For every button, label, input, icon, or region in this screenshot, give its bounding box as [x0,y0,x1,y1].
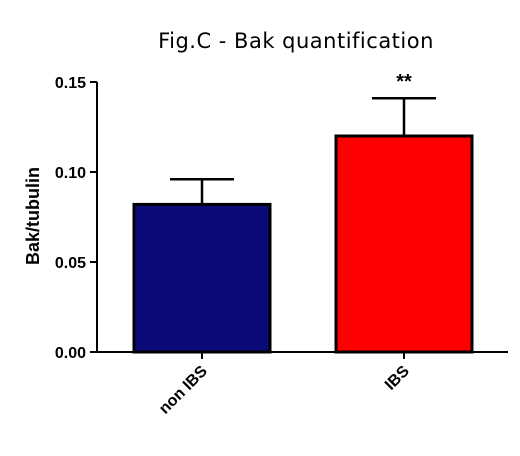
y-tick-label: 0.05 [55,255,86,272]
significance-annotation: ** [396,71,412,93]
bars [132,96,474,354]
bar [334,134,474,354]
chart-title: Fig.C - Bak quantification [158,29,434,53]
y-tick-label: 0.15 [55,75,86,92]
x-category-label: IBS [382,363,413,394]
x-category-label: non IBS [156,363,211,418]
bar [132,202,272,354]
y-tick-label: 0.00 [55,345,86,362]
y-tick-label: 0.10 [55,165,86,182]
y-axis-label: Bak/tubulin [23,167,43,265]
